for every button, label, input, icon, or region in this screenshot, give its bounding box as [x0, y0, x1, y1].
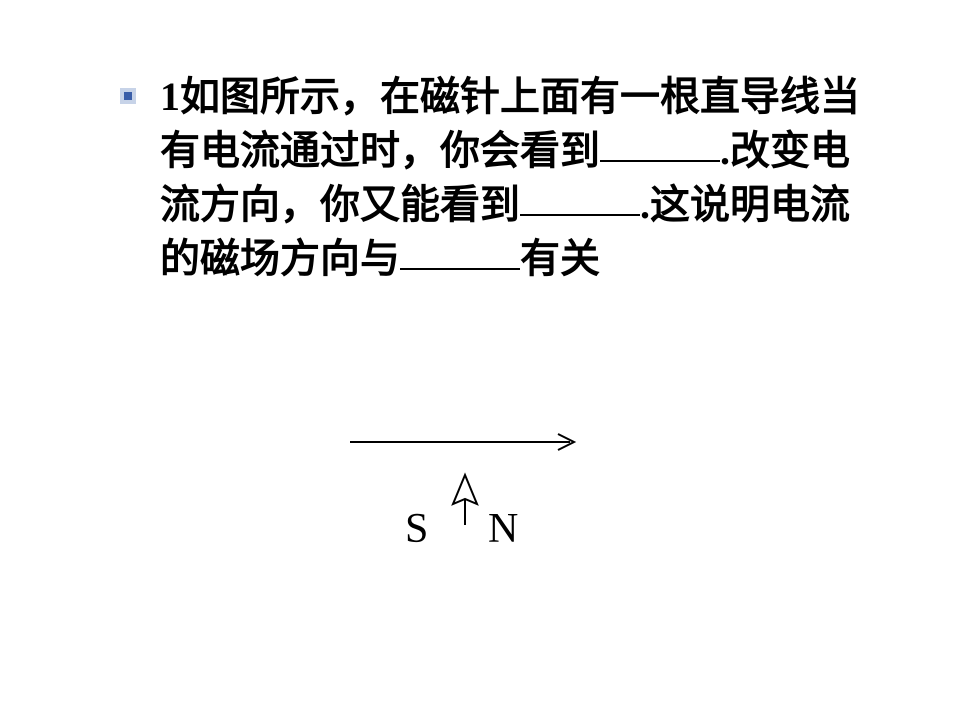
blank-3	[400, 230, 520, 270]
label-s: S	[405, 506, 428, 552]
bullet-item: 1如图所示，在磁针上面有一根直导线当有电流通过时，你会看到.改变电流方向，你又能…	[160, 70, 870, 286]
slide: 1如图所示，在磁针上面有一根直导线当有电流通过时，你会看到.改变电流方向，你又能…	[0, 0, 960, 720]
blank-2	[520, 176, 640, 216]
diagram: S N	[330, 420, 630, 580]
blank-1	[600, 122, 720, 162]
diagram-svg: S N	[330, 420, 630, 580]
question-text: 1如图所示，在磁针上面有一根直导线当有电流通过时，你会看到.改变电流方向，你又能…	[160, 70, 870, 286]
bullet-icon	[120, 88, 136, 104]
label-n: N	[488, 506, 518, 552]
question-number: 1	[160, 74, 180, 119]
question-part4: 有关	[520, 236, 600, 281]
